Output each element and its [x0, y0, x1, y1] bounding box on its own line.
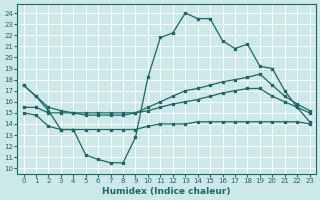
X-axis label: Humidex (Indice chaleur): Humidex (Indice chaleur)	[102, 187, 231, 196]
